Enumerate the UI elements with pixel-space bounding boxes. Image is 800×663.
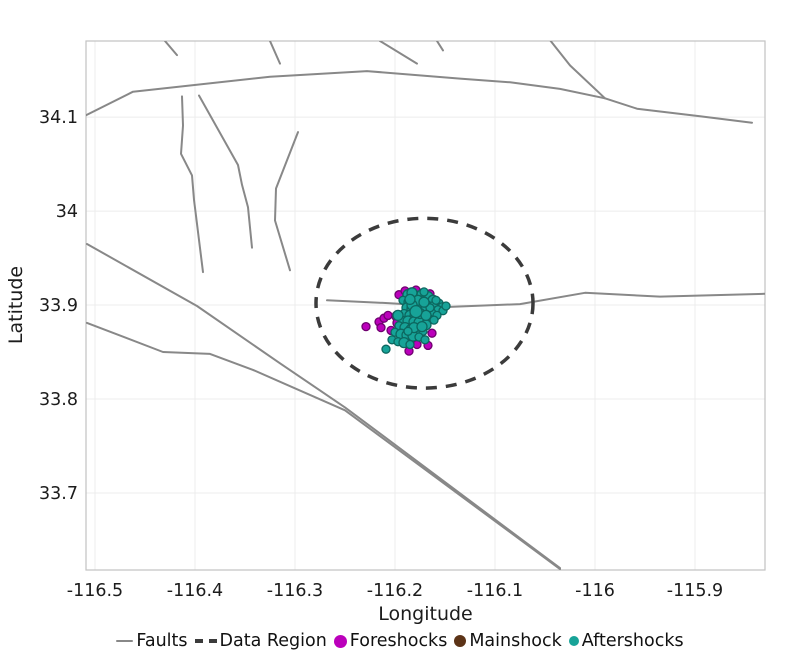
x-tick-label: -115.9 bbox=[667, 581, 723, 601]
y-tick-label: 34.1 bbox=[39, 108, 78, 128]
legend-item-faults: Faults bbox=[116, 631, 188, 651]
legend-label-faults: Faults bbox=[136, 631, 188, 651]
foreshock-point bbox=[427, 328, 437, 338]
aftershock-point bbox=[441, 301, 451, 311]
legend-label-data-region: Data Region bbox=[219, 631, 327, 651]
fault-line bbox=[198, 94, 253, 249]
legend-marker-data-region-icon bbox=[194, 639, 217, 643]
aftershock-point bbox=[404, 293, 416, 306]
x-tick-label: -116.3 bbox=[267, 581, 323, 601]
x-tick-label: -116.4 bbox=[167, 581, 223, 601]
y-tick-label: 34 bbox=[56, 202, 78, 222]
legend-marker-faults-icon bbox=[116, 639, 134, 643]
x-tick-label: -116 bbox=[575, 581, 615, 601]
fault-line bbox=[86, 321, 561, 570]
legend-item-data-region: Data Region bbox=[194, 631, 327, 651]
aftershock-point bbox=[405, 339, 415, 350]
aftershock-point bbox=[392, 309, 404, 322]
plot-border bbox=[85, 40, 766, 571]
fault-line bbox=[86, 70, 753, 124]
legend-label-foreshocks: Foreshocks bbox=[349, 631, 448, 651]
fault-line bbox=[180, 95, 204, 274]
legend-item-mainshock: Mainshock bbox=[454, 631, 562, 651]
legend-label-mainshock: Mainshock bbox=[469, 631, 562, 651]
aftershock-point bbox=[409, 304, 423, 319]
fault-line bbox=[164, 41, 178, 57]
x-tick-label: -116.1 bbox=[467, 581, 523, 601]
data-region-ellipse bbox=[314, 216, 535, 390]
series-aftershocks bbox=[381, 287, 451, 354]
x-axis-title: Longitude bbox=[378, 603, 473, 625]
foreshock-point bbox=[383, 310, 393, 321]
fault-line bbox=[269, 41, 281, 65]
fault-line bbox=[436, 41, 444, 52]
x-tick-label: -116.2 bbox=[367, 581, 423, 601]
x-tick-label: -116.5 bbox=[67, 581, 123, 601]
legend-marker-mainshock-icon bbox=[454, 635, 467, 647]
legend: Faults Data Region Foreshocks Mainshock Afte… bbox=[0, 631, 800, 651]
aftershock-point bbox=[418, 296, 430, 308]
y-tick-label: 33.8 bbox=[39, 390, 78, 410]
y-axis-title: Latitude bbox=[5, 265, 27, 345]
aftershock-point bbox=[416, 320, 428, 333]
aftershock-point bbox=[403, 326, 413, 336]
map-plot-area: -116.5 -116.4 -116.3 -116.2 -116.1 -116 -115.9… bbox=[39, 40, 766, 601]
fault-line bbox=[379, 41, 418, 65]
map-geometry bbox=[86, 41, 765, 570]
foreshock-point bbox=[376, 322, 386, 333]
aftershock-point bbox=[431, 295, 441, 305]
fault-line bbox=[274, 131, 299, 272]
legend-item-aftershocks: Aftershocks bbox=[568, 631, 684, 651]
fault-line bbox=[326, 291, 765, 308]
y-tick-label: 33.9 bbox=[39, 296, 78, 316]
foreshock-point bbox=[361, 321, 371, 332]
aftershock-point bbox=[381, 344, 391, 354]
legend-item-foreshocks: Foreshocks bbox=[333, 631, 448, 651]
fault-line bbox=[549, 41, 606, 100]
legend-marker-aftershocks-icon bbox=[568, 636, 579, 646]
aftershock-point bbox=[429, 315, 439, 325]
legend-label-aftershocks: Aftershocks bbox=[581, 631, 684, 651]
legend-marker-foreshocks-icon bbox=[333, 634, 347, 648]
aftershock-point bbox=[419, 287, 429, 297]
y-tick-label: 33.7 bbox=[39, 484, 78, 504]
fault-line bbox=[86, 243, 561, 570]
aftershock-point bbox=[420, 335, 430, 345]
